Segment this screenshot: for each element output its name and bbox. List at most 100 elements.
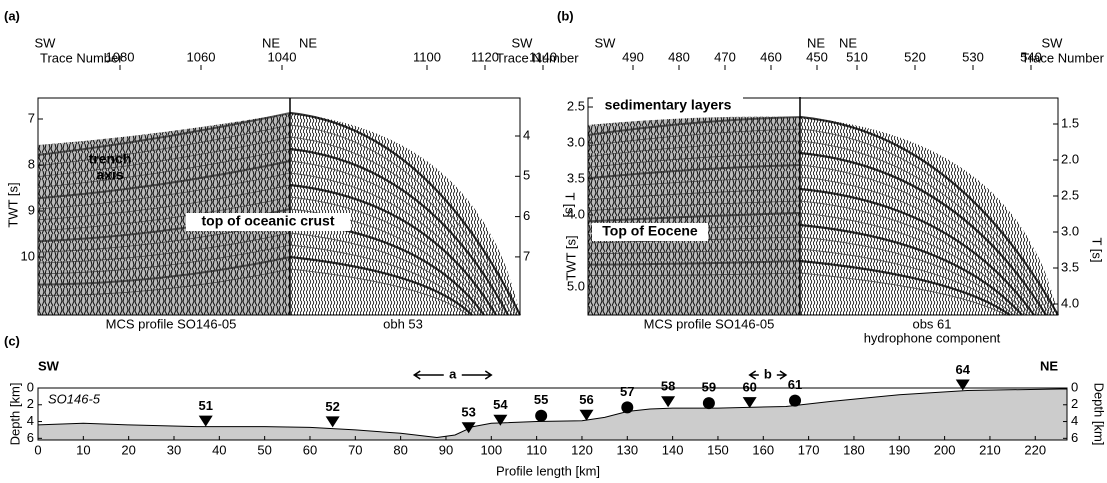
tick-label: 20 bbox=[121, 442, 135, 457]
tick-label: 9 bbox=[28, 202, 35, 217]
tick-label: 1120 bbox=[471, 49, 499, 64]
tick-label: 100 bbox=[480, 442, 502, 457]
station-label: 60 bbox=[742, 380, 756, 395]
reflection bbox=[37, 160, 291, 200]
direction: SW bbox=[1042, 35, 1064, 50]
station bbox=[535, 409, 548, 422]
reflection bbox=[587, 140, 801, 157]
reflection bbox=[587, 212, 801, 223]
tick-label: 540 bbox=[1020, 49, 1042, 64]
station bbox=[955, 379, 970, 391]
tick-label: 1140 bbox=[529, 49, 557, 64]
reflection bbox=[289, 183, 497, 316]
reflection bbox=[799, 248, 1015, 316]
reflection bbox=[799, 128, 1055, 316]
tick-label: 5 bbox=[523, 168, 530, 183]
tick-label: 6 bbox=[1071, 430, 1078, 445]
caption: obs 61 bbox=[912, 316, 951, 331]
reflection bbox=[587, 116, 801, 136]
reflection bbox=[37, 172, 291, 210]
tick-label: 4 bbox=[1071, 413, 1078, 428]
station bbox=[493, 414, 508, 426]
tick-label: 2.5 bbox=[1061, 187, 1079, 202]
caption: obh 53 bbox=[383, 316, 423, 331]
reflection bbox=[799, 259, 1011, 316]
direction: SW bbox=[38, 358, 60, 373]
tick-label: 1100 bbox=[413, 49, 441, 64]
tick-label: 2 bbox=[27, 396, 34, 411]
axis-title: Depth [km] bbox=[7, 383, 22, 446]
tick-label: 7 bbox=[523, 248, 530, 263]
figure-root: 1080 1060 1040 1100 1120 1140 490 480 470 460 450 5… bbox=[21, 49, 1080, 457]
label-box bbox=[593, 97, 743, 115]
reflection bbox=[37, 112, 291, 156]
axis-title: T [s] bbox=[1090, 237, 1105, 262]
tick-label: 4 bbox=[27, 413, 34, 428]
tick-label: 190 bbox=[888, 442, 910, 457]
reflection bbox=[37, 256, 291, 286]
reflection bbox=[587, 248, 801, 255]
window-arrow bbox=[748, 370, 788, 380]
window-label: a bbox=[449, 366, 457, 381]
reflection bbox=[587, 176, 801, 190]
axis-title: Profile length [km] bbox=[496, 463, 600, 478]
tick-label: 6 bbox=[27, 430, 34, 445]
tick-label: 70 bbox=[348, 442, 362, 457]
station bbox=[742, 397, 757, 409]
tick-label: 120 bbox=[571, 442, 593, 457]
panel-label: (c) bbox=[4, 333, 20, 348]
tick-label: 90 bbox=[439, 442, 453, 457]
reflection bbox=[587, 128, 801, 147]
axis-title: Depth [km] bbox=[1092, 383, 1107, 446]
axis-title: Trace Number bbox=[1021, 50, 1104, 65]
axis-title: Trace Number bbox=[40, 50, 123, 65]
tick-label: 40 bbox=[212, 442, 226, 457]
reflection bbox=[799, 272, 1007, 316]
reflection bbox=[799, 223, 1023, 316]
tick-label: 4 bbox=[523, 127, 530, 142]
tick-label: 7 bbox=[28, 110, 35, 125]
reflection bbox=[799, 115, 1059, 316]
tick-label: 110 bbox=[526, 442, 547, 457]
tick-label: 3.5 bbox=[1061, 259, 1079, 274]
station bbox=[789, 394, 802, 407]
tick-label: 5.0 bbox=[567, 278, 585, 293]
tick-label: 1040 bbox=[268, 49, 297, 64]
station-label: 57 bbox=[620, 384, 634, 399]
tick-label: 150 bbox=[707, 442, 729, 457]
reflection bbox=[799, 200, 1031, 316]
window-arrow bbox=[412, 370, 493, 380]
axis-title: TWT [s] bbox=[5, 182, 20, 227]
tick-label: 2.5 bbox=[567, 98, 585, 113]
tick-label: 170 bbox=[798, 442, 820, 457]
panel-label: (a) bbox=[4, 8, 20, 23]
reflection bbox=[37, 184, 291, 221]
reflection bbox=[587, 200, 801, 211]
reflection bbox=[587, 272, 801, 276]
tick-label: 8 bbox=[28, 156, 35, 171]
reflection bbox=[799, 212, 1027, 316]
station-label: 56 bbox=[579, 392, 593, 407]
tick-label: 210 bbox=[979, 442, 1001, 457]
axis-title: TWT [s] bbox=[563, 235, 578, 280]
reflection bbox=[37, 232, 291, 264]
label-box bbox=[592, 223, 708, 241]
station-label: 52 bbox=[325, 399, 339, 414]
reflection bbox=[289, 124, 517, 316]
station bbox=[661, 396, 676, 408]
tick-label: 470 bbox=[714, 49, 736, 64]
reflection bbox=[587, 164, 801, 180]
tick-label: 2.0 bbox=[1061, 151, 1079, 166]
direction: NE bbox=[1040, 358, 1058, 373]
tick-label: 140 bbox=[662, 442, 684, 457]
plot-frame bbox=[587, 97, 1059, 316]
direction: NE bbox=[807, 35, 825, 50]
tick-label: 50 bbox=[257, 442, 271, 457]
caption: hydrophone component bbox=[864, 330, 1001, 345]
tick-label: 0 bbox=[27, 379, 34, 394]
tick-label: 4.0 bbox=[567, 206, 585, 221]
reflection bbox=[37, 268, 291, 296]
tick-label: 180 bbox=[843, 442, 865, 457]
caption: MCS profile SO146-05 bbox=[106, 316, 237, 331]
